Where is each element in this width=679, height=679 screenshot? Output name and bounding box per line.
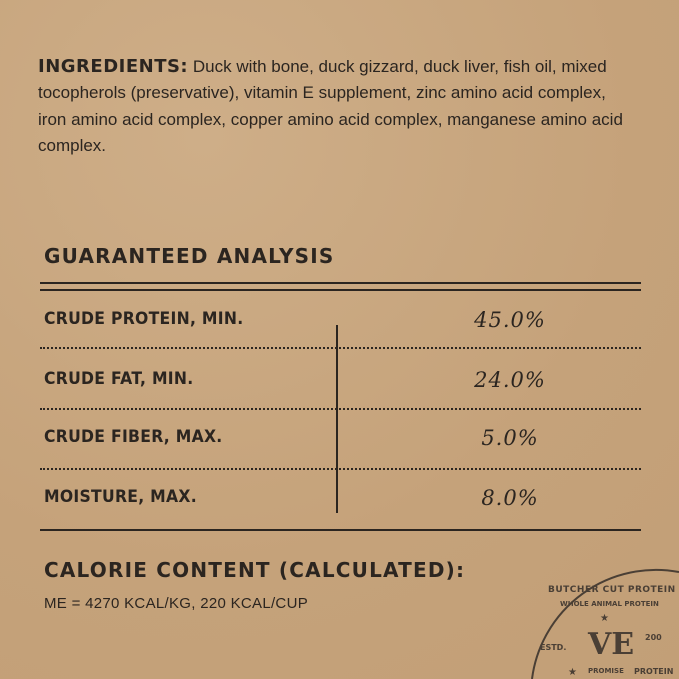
- dotted-divider: [40, 408, 641, 410]
- ingredients-text: Duck with bone, duck gizzard, duck liver…: [38, 57, 623, 155]
- row-value-fat: 24.0%: [474, 368, 546, 392]
- stamp-protein: PROTEIN: [634, 667, 673, 676]
- row-label-fat: CRUDE FAT, MIN.: [44, 369, 194, 389]
- dotted-divider: [40, 347, 641, 349]
- column-divider: [336, 325, 338, 513]
- double-rule-bottom: [40, 289, 641, 291]
- ingredients-block: INGREDIENTS: Duck with bone, duck gizzar…: [38, 54, 638, 159]
- guaranteed-analysis-title: GUARANTEED ANALYSIS: [44, 244, 335, 268]
- row-value-protein: 45.0%: [474, 308, 546, 332]
- ingredients-label: INGREDIENTS:: [38, 56, 189, 77]
- row-value-moisture: 8.0%: [481, 486, 539, 510]
- brand-stamp-logo: BUTCHER CUT PROTEIN WHOLE ANIMAL PROTEIN…: [531, 568, 679, 679]
- row-label-fiber: CRUDE FIBER, MAX.: [44, 427, 223, 447]
- row-label-moisture: MOISTURE, MAX.: [44, 487, 197, 507]
- double-rule-top: [40, 282, 641, 284]
- stamp-ring: [531, 568, 679, 679]
- star-icon: ★: [568, 667, 577, 678]
- stamp-monogram: VE: [587, 627, 634, 662]
- dotted-divider: [40, 468, 641, 470]
- stamp-year: 200: [645, 633, 662, 642]
- calorie-content-title: CALORIE CONTENT (CALCULATED):: [44, 558, 466, 582]
- star-icon: ★: [600, 613, 609, 624]
- row-value-fiber: 5.0%: [481, 426, 539, 450]
- stamp-outer-text: BUTCHER CUT PROTEIN: [548, 585, 676, 595]
- stamp-estd: ESTD.: [540, 643, 566, 652]
- table-bottom-rule: [40, 529, 641, 531]
- stamp-inner-text: WHOLE ANIMAL PROTEIN: [560, 600, 659, 608]
- calorie-content-value: ME = 4270 KCAL/KG, 220 KCAL/CUP: [44, 595, 309, 612]
- stamp-promise: PROMISE: [588, 667, 624, 675]
- row-label-protein: CRUDE PROTEIN, MIN.: [44, 309, 244, 329]
